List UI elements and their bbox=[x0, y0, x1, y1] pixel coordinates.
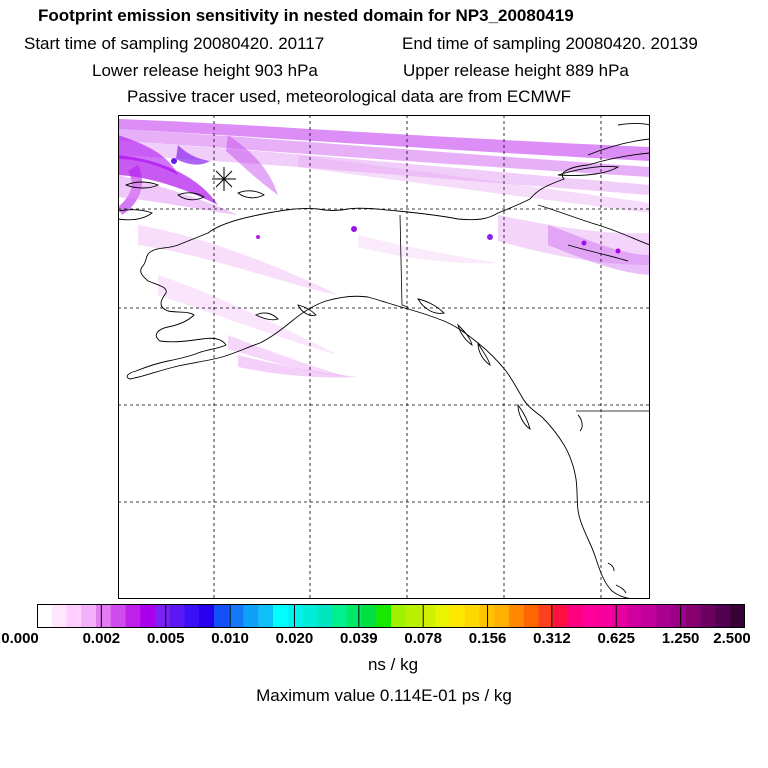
colorbar-cell bbox=[391, 604, 407, 628]
colorbar-cell bbox=[376, 604, 392, 628]
maximum-value-label: Maximum value 0.114E-01 ps / kg bbox=[256, 686, 512, 705]
colorbar-cell bbox=[66, 604, 82, 628]
colorbar-tick-label: 2.500 bbox=[713, 630, 751, 647]
colorbar-cell bbox=[479, 604, 495, 628]
footprint-field bbox=[118, 119, 650, 378]
lat-lon-grid bbox=[118, 115, 650, 599]
colorbar-tick-label: 0.010 bbox=[211, 630, 249, 647]
colorbar-cell bbox=[686, 604, 702, 628]
colorbar-cell bbox=[125, 604, 141, 628]
colorbar-tick-label: 0.002 bbox=[82, 630, 121, 647]
tracer-info-label: Passive tracer used, meteorological data… bbox=[127, 87, 572, 106]
colorbar-cell bbox=[110, 604, 126, 628]
colorbar-cell bbox=[509, 604, 525, 628]
coastlines bbox=[118, 123, 650, 599]
colorbar-cell bbox=[627, 604, 643, 628]
colorbar-tick-label: 0.000 bbox=[1, 630, 39, 647]
colorbar-cell bbox=[656, 604, 672, 628]
colorbar-cell bbox=[597, 604, 613, 628]
map-frame bbox=[118, 115, 650, 599]
colorbar bbox=[37, 604, 745, 628]
colorbar-tick-label: 0.020 bbox=[275, 630, 314, 647]
colorbar-cell bbox=[523, 604, 539, 628]
colorbar-cell bbox=[51, 604, 67, 628]
upper-release-label: Upper release height 889 hPa bbox=[403, 61, 629, 80]
colorbar-cell bbox=[568, 604, 584, 628]
colorbar-cell bbox=[199, 604, 215, 628]
colorbar-cell bbox=[641, 604, 657, 628]
footprint-map bbox=[118, 115, 650, 599]
colorbar-cell bbox=[214, 604, 230, 628]
colorbar-tick-label: 0.039 bbox=[340, 630, 378, 647]
colorbar-tick-label: 1.250 bbox=[661, 630, 700, 647]
colorbar-cell bbox=[317, 604, 333, 628]
colorbar-tick-label: 0.312 bbox=[533, 630, 571, 647]
release-location-marker bbox=[212, 167, 236, 191]
colorbar-cell bbox=[184, 604, 200, 628]
colorbar-cell bbox=[582, 604, 598, 628]
colorbar-cell bbox=[730, 604, 745, 628]
colorbar-cell bbox=[435, 604, 451, 628]
colorbar-cell bbox=[169, 604, 185, 628]
colorbar-cell bbox=[228, 604, 244, 628]
colorbar-cell bbox=[155, 604, 171, 628]
colorbar-tick-label: 0.156 bbox=[468, 630, 507, 647]
colorbar-cell bbox=[302, 604, 318, 628]
colorbar-cell bbox=[715, 604, 731, 628]
colorbar-cell bbox=[538, 604, 554, 628]
political-boundaries bbox=[399, 214, 650, 412]
colorbar-cell bbox=[346, 604, 362, 628]
colorbar-cell bbox=[81, 604, 97, 628]
colorbar-tick-label: 0.625 bbox=[597, 630, 636, 647]
colorbar-cell bbox=[612, 604, 628, 628]
colorbar-cell bbox=[671, 604, 687, 628]
colorbar-tick-label: 0.005 bbox=[146, 630, 185, 647]
colorbar-cell bbox=[420, 604, 436, 628]
colorbar-cell bbox=[332, 604, 348, 628]
colorbar-cell bbox=[464, 604, 480, 628]
colorbar-cell bbox=[243, 604, 259, 628]
colorbar-cell bbox=[140, 604, 156, 628]
colorbar-cell bbox=[287, 604, 303, 628]
colorbar-unit-label: ns / kg bbox=[367, 655, 419, 674]
colorbar-cell bbox=[37, 604, 53, 628]
colorbar-tick-label: 0.078 bbox=[404, 630, 442, 647]
colorbar-cell bbox=[450, 604, 466, 628]
colorbar-cell bbox=[553, 604, 569, 628]
plot-title: Footprint emission sensitivity in nested… bbox=[38, 6, 574, 25]
colorbar-cell bbox=[700, 604, 716, 628]
colorbar-cell bbox=[494, 604, 510, 628]
end-time-label: End time of sampling 20080420. 20139 bbox=[402, 34, 698, 53]
colorbar-cell bbox=[361, 604, 377, 628]
colorbar-frame bbox=[37, 604, 745, 628]
colorbar-cell bbox=[96, 604, 112, 628]
colorbar-cell bbox=[405, 604, 421, 628]
colorbar-cell bbox=[258, 604, 274, 628]
lower-release-label: Lower release height 903 hPa bbox=[92, 61, 318, 80]
colorbar-cell bbox=[273, 604, 289, 628]
start-time-label: Start time of sampling 20080420. 20117 bbox=[24, 34, 325, 53]
